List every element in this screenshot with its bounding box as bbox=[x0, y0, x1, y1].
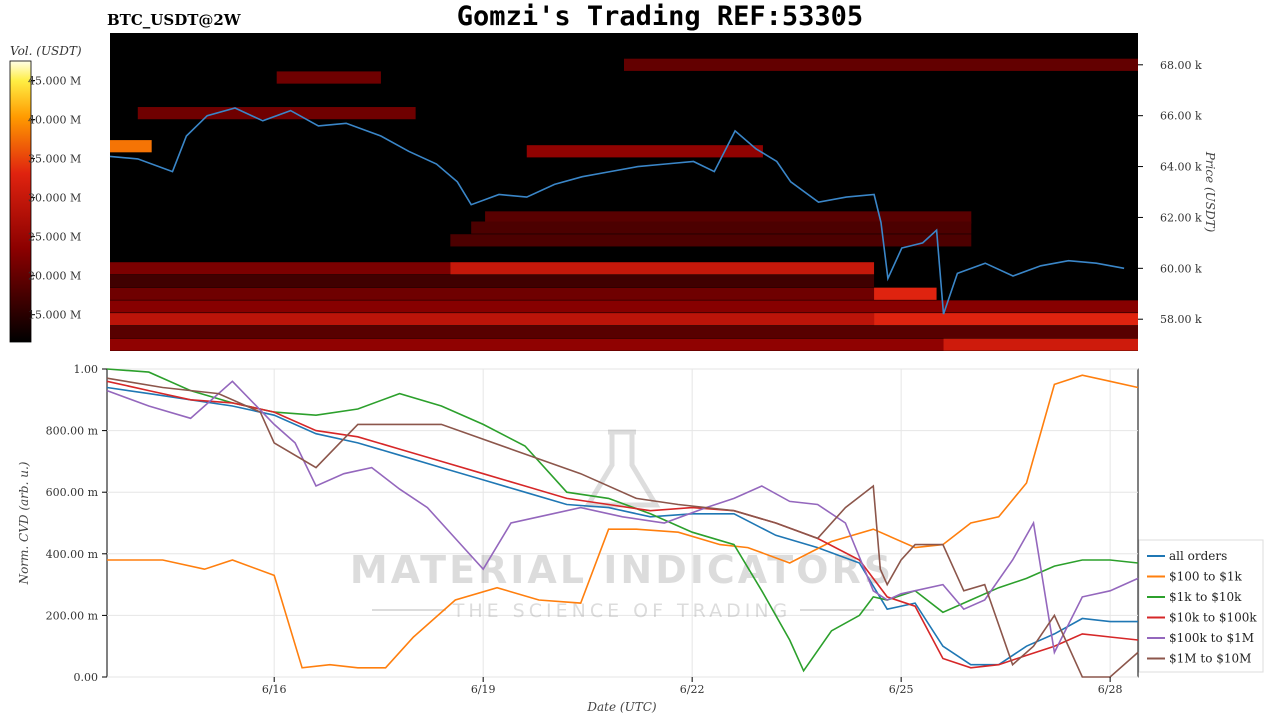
heatmap-cell bbox=[137, 107, 416, 120]
cvd-y-tick-label: 1.00 bbox=[74, 363, 99, 376]
cvd-x-axis-label: Date (UTC) bbox=[586, 700, 656, 714]
cvd-series-line-4 bbox=[106, 380, 1139, 669]
cvd-y-tick-label: 800.00 m bbox=[46, 425, 99, 438]
cvd-y-tick-label: 600.00 m bbox=[46, 486, 99, 499]
heatmap-cell bbox=[874, 287, 937, 300]
cvd-y-tick-label: 200.00 m bbox=[46, 609, 99, 622]
cvd-y-tick-label: 400.00 m bbox=[46, 548, 99, 561]
cvd-x-tick-label: 6/19 bbox=[471, 683, 496, 696]
heatmap-cell bbox=[110, 287, 875, 300]
legend-box bbox=[1138, 539, 1264, 673]
cvd-y-tick-label: 0.00 bbox=[74, 671, 99, 684]
colorbar-tick-label: 25.000 M bbox=[28, 231, 81, 244]
heatmap-cell bbox=[110, 274, 875, 288]
heatmap-cell bbox=[943, 338, 1138, 351]
cvd-x-tick-label: 6/25 bbox=[889, 683, 914, 696]
colorbar-tick-label: 35.000 M bbox=[28, 153, 81, 166]
heatmap-y-tick-label: 68.00 k bbox=[1160, 59, 1202, 72]
colorbar: Vol. (USDT) 45.000 M 40.000 M 35.000 M 30.0… bbox=[9, 44, 82, 343]
cvd-panel: MATERIAL INDICATORS THE SCIENCE OF TRADI… bbox=[17, 363, 1139, 714]
cvd-y-ticks: 1.00 800.00 m 600.00 m 400.00 m 200.00 m 0.00 bbox=[46, 363, 107, 684]
heatmap-cell bbox=[526, 145, 763, 158]
legend-label: $1M to $10M bbox=[1169, 652, 1251, 666]
price-line bbox=[109, 107, 1125, 315]
colorbar-tick-label: 30.000 M bbox=[28, 192, 81, 205]
heatmap-cell bbox=[450, 262, 875, 275]
heatmap-panel: 68.00 k 66.00 k 64.00 k 62.00 k 60.00 k 58.00… bbox=[109, 33, 1217, 351]
cvd-plot-area bbox=[106, 368, 1139, 678]
watermark-line1: MATERIAL INDICATORS bbox=[350, 548, 894, 592]
heatmap-cell bbox=[110, 325, 1138, 339]
heatmap-cell bbox=[110, 262, 451, 275]
legend-label: $1k to $10k bbox=[1169, 590, 1242, 604]
colorbar-tick-label: 20.000 M bbox=[28, 270, 81, 283]
heatmap-cell bbox=[471, 221, 972, 234]
legend-items: all orders $100 to $1k $1k to $10k $10k to … bbox=[1147, 549, 1257, 666]
colorbar-label: Vol. (USDT) bbox=[10, 44, 82, 58]
cvd-x-ticks: 6/16 6/19 6/22 6/25 6/28 bbox=[262, 677, 1123, 696]
heatmap-y-tick-label: 58.00 k bbox=[1160, 313, 1202, 326]
heatmap-cell bbox=[110, 300, 1138, 313]
heatmap-cell bbox=[110, 338, 944, 351]
heatmap-cell bbox=[485, 211, 972, 224]
watermark: MATERIAL INDICATORS THE SCIENCE OF TRADI… bbox=[350, 429, 894, 622]
legend-label: $10k to $100k bbox=[1169, 611, 1257, 625]
heatmap-cell bbox=[874, 313, 1138, 326]
legend: all orders $100 to $1k $1k to $10k $10k to … bbox=[1138, 539, 1264, 673]
flask-icon bbox=[583, 429, 661, 508]
colorbar-tick-label: 45.000 M bbox=[28, 75, 81, 88]
legend-label: $100 to $1k bbox=[1169, 570, 1242, 584]
cvd-y-axis-label: Norm. CVD (arb. u.) bbox=[17, 461, 31, 585]
heatmap-cell bbox=[110, 140, 152, 153]
heatmap-y-axis-label: Price (USDT) bbox=[1203, 151, 1217, 233]
chart-title: Gomzi's Trading REF:53305 bbox=[457, 1, 863, 32]
cvd-series-line-6 bbox=[106, 377, 1139, 678]
legend-label: all orders bbox=[1169, 549, 1227, 563]
heatmap-cell bbox=[624, 58, 1138, 71]
cvd-x-tick-label: 6/28 bbox=[1098, 683, 1123, 696]
colorbar-ticks: 45.000 M 40.000 M 35.000 M 30.000 M 25.000 M… bbox=[28, 75, 81, 322]
heatmap-y-tick-label: 66.00 k bbox=[1160, 110, 1202, 123]
cvd-series-line-3 bbox=[106, 368, 1139, 673]
cvd-series-line-2 bbox=[107, 374, 1139, 669]
heatmap-cell bbox=[110, 313, 875, 326]
heatmap-cell bbox=[450, 234, 972, 247]
symbol-label: BTC_USDT@2W bbox=[107, 11, 242, 29]
colorbar-gradient bbox=[9, 60, 32, 343]
watermark-line2: THE SCIENCE OF TRADING bbox=[452, 600, 792, 622]
colorbar-tick-label: 15.000 M bbox=[28, 309, 81, 322]
heatmap-cells bbox=[110, 58, 1138, 351]
cvd-series-line-1 bbox=[106, 386, 1138, 666]
cvd-grid bbox=[107, 368, 1138, 678]
heatmap-cell bbox=[276, 71, 381, 84]
cvd-x-tick-label: 6/16 bbox=[262, 683, 287, 696]
heatmap-y-tick-label: 62.00 k bbox=[1160, 211, 1202, 224]
colorbar-tick-label: 40.000 M bbox=[28, 114, 81, 127]
legend-label: $100k to $1M bbox=[1169, 631, 1254, 645]
cvd-x-tick-label: 6/22 bbox=[680, 683, 705, 696]
cvd-series bbox=[106, 368, 1139, 678]
cvd-series-line-5 bbox=[106, 380, 1139, 655]
heatmap-y-tick-label: 60.00 k bbox=[1160, 262, 1202, 275]
heatmap-y-ticks: 68.00 k 66.00 k 64.00 k 62.00 k 60.00 k 58.00… bbox=[1138, 59, 1202, 326]
heatmap-y-tick-label: 64.00 k bbox=[1160, 161, 1202, 174]
